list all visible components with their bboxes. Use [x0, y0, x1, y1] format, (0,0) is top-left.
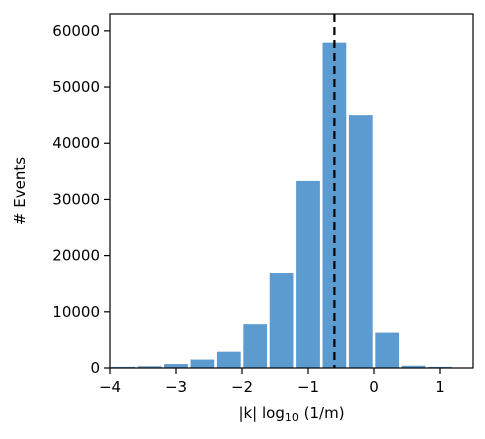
histogram-bar-9	[348, 115, 373, 368]
x-axis-ticks: −4 −3 −2 −1 0 1	[99, 368, 445, 396]
y-axis-label: # Events	[11, 157, 29, 225]
x-tick-label: −4	[99, 378, 121, 396]
x-axis-label: |k| log10 (1/m)	[238, 404, 344, 424]
histogram-bar-6	[269, 273, 294, 368]
x-tick-label: 0	[369, 378, 379, 396]
x-tick-label: −2	[231, 378, 253, 396]
y-tick-label: 60000	[52, 22, 100, 40]
histogram-bar-1	[137, 366, 162, 368]
bars-group	[111, 42, 452, 368]
x-axis-label-main: |k| log	[238, 404, 284, 422]
histogram-bar-3	[190, 359, 215, 368]
y-tick-label: 30000	[52, 190, 100, 208]
histogram-bar-10	[375, 332, 400, 368]
y-tick-label: 10000	[52, 303, 100, 321]
histogram-bar-2	[164, 364, 188, 368]
y-axis-ticks: 0 10000 20000 30000 40000 50000 60000	[52, 22, 110, 377]
histogram-bar-5	[243, 324, 268, 368]
histogram-bar-11	[401, 365, 426, 368]
x-tick-label: −3	[165, 378, 187, 396]
histogram-bar-4	[216, 351, 241, 368]
y-tick-label: 50000	[52, 78, 100, 96]
plot-frame	[109, 13, 474, 369]
histogram-bar-8	[322, 42, 347, 368]
x-tick-label: 1	[435, 378, 445, 396]
x-axis-label-subscript: 10	[285, 411, 299, 424]
y-tick-label: 20000	[52, 247, 100, 265]
x-axis-label-unit: (1/m)	[299, 404, 345, 422]
histogram-bar-7	[296, 180, 320, 368]
x-tick-label: −1	[297, 378, 319, 396]
y-tick-label: 0	[90, 359, 100, 377]
y-tick-label: 40000	[52, 134, 100, 152]
